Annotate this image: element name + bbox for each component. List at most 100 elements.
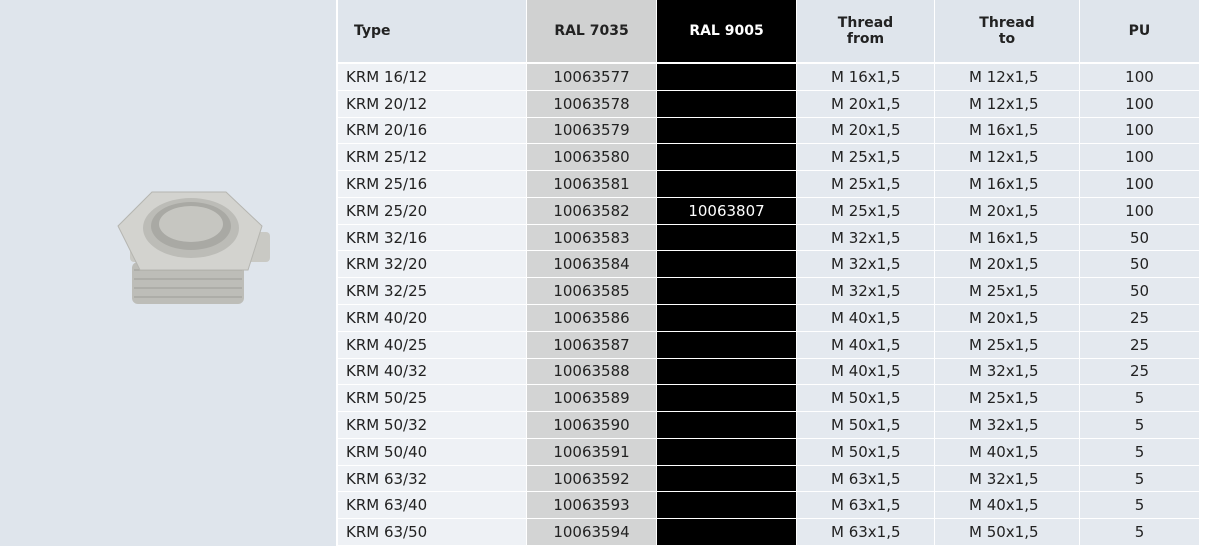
table-cell: M 25x1,5 bbox=[935, 332, 1079, 358]
table-cell bbox=[657, 251, 796, 277]
table-cell: 100 bbox=[1080, 144, 1199, 170]
table-cell: 10063577 bbox=[527, 64, 656, 90]
table-cell: KRM 25/16 bbox=[338, 171, 526, 197]
table-cell bbox=[657, 466, 796, 492]
table-cell: M 16x1,5 bbox=[935, 118, 1079, 144]
table-cell: M 16x1,5 bbox=[935, 225, 1079, 251]
table-cell: 50 bbox=[1080, 278, 1199, 304]
table-cell bbox=[657, 412, 796, 438]
table-cell: 25 bbox=[1080, 359, 1199, 385]
table-cell: M 20x1,5 bbox=[935, 251, 1079, 277]
header-cell: PU bbox=[1080, 0, 1199, 62]
table-cell bbox=[657, 439, 796, 465]
table-cell: 5 bbox=[1080, 466, 1199, 492]
table-cell bbox=[657, 519, 796, 545]
table-cell: M 50x1,5 bbox=[797, 439, 934, 465]
table-cell: 10063593 bbox=[527, 492, 656, 518]
table-cell bbox=[657, 332, 796, 358]
table-cell: M 40x1,5 bbox=[935, 439, 1079, 465]
table-cell: 10063582 bbox=[527, 198, 656, 224]
table-cell: M 20x1,5 bbox=[797, 118, 934, 144]
table-cell: M 25x1,5 bbox=[935, 385, 1079, 411]
table-cell: KRM 63/40 bbox=[338, 492, 526, 518]
table-cell: M 40x1,5 bbox=[797, 359, 934, 385]
table-cell: M 25x1,5 bbox=[935, 278, 1079, 304]
table-cell bbox=[657, 171, 796, 197]
page: TypeRAL 7035RAL 9005Thread fromThread to… bbox=[0, 0, 1208, 546]
table-cell: M 50x1,5 bbox=[935, 519, 1079, 545]
table-cell: 10063586 bbox=[527, 305, 656, 331]
table-cell: 25 bbox=[1080, 332, 1199, 358]
table-cell: 5 bbox=[1080, 385, 1199, 411]
table-cell: KRM 40/32 bbox=[338, 359, 526, 385]
table-cell: 10063588 bbox=[527, 359, 656, 385]
table-cell: 10063807 bbox=[657, 198, 796, 224]
table-cell: 10063591 bbox=[527, 439, 656, 465]
table-cell: 5 bbox=[1080, 412, 1199, 438]
table-cell: 10063592 bbox=[527, 466, 656, 492]
table-cell: 10063578 bbox=[527, 91, 656, 117]
table-cell bbox=[657, 278, 796, 304]
table-cell: KRM 63/32 bbox=[338, 466, 526, 492]
table-cell: KRM 63/50 bbox=[338, 519, 526, 545]
table-cell: M 16x1,5 bbox=[797, 64, 934, 90]
table-cell: M 32x1,5 bbox=[797, 278, 934, 304]
table-cell: 10063581 bbox=[527, 171, 656, 197]
table-cell: M 25x1,5 bbox=[797, 144, 934, 170]
table-cell: 100 bbox=[1080, 64, 1199, 90]
table-cell bbox=[657, 492, 796, 518]
table-cell bbox=[657, 359, 796, 385]
table-cell: M 32x1,5 bbox=[935, 359, 1079, 385]
table-cell: 100 bbox=[1080, 198, 1199, 224]
table-cell: M 20x1,5 bbox=[797, 91, 934, 117]
table-cell: M 20x1,5 bbox=[935, 305, 1079, 331]
table-cell: KRM 40/20 bbox=[338, 305, 526, 331]
table-cell: 10063580 bbox=[527, 144, 656, 170]
table-cell: 10063589 bbox=[527, 385, 656, 411]
table-cell: 10063594 bbox=[527, 519, 656, 545]
table-cell: KRM 20/16 bbox=[338, 118, 526, 144]
table-cell: 5 bbox=[1080, 519, 1199, 545]
table-cell: KRM 16/12 bbox=[338, 64, 526, 90]
table-cell: KRM 25/12 bbox=[338, 144, 526, 170]
table-cell: 10063585 bbox=[527, 278, 656, 304]
table-cell: M 32x1,5 bbox=[935, 412, 1079, 438]
table-cell: KRM 50/32 bbox=[338, 412, 526, 438]
table-cell: M 50x1,5 bbox=[797, 412, 934, 438]
table-cell: 25 bbox=[1080, 305, 1199, 331]
table-cell: 5 bbox=[1080, 439, 1199, 465]
table-cell: M 40x1,5 bbox=[935, 492, 1079, 518]
table-cell: 100 bbox=[1080, 171, 1199, 197]
table-cell: M 40x1,5 bbox=[797, 332, 934, 358]
table-cell: KRM 50/40 bbox=[338, 439, 526, 465]
table-cell: M 25x1,5 bbox=[797, 171, 934, 197]
table-cell: M 20x1,5 bbox=[935, 198, 1079, 224]
table-cell: 10063579 bbox=[527, 118, 656, 144]
table-cell: 10063587 bbox=[527, 332, 656, 358]
table-cell bbox=[657, 118, 796, 144]
header-cell: Type bbox=[338, 0, 526, 62]
table-cell bbox=[657, 385, 796, 411]
table-cell bbox=[657, 305, 796, 331]
table-cell: KRM 50/25 bbox=[338, 385, 526, 411]
table-cell: KRM 40/25 bbox=[338, 332, 526, 358]
table-cell: KRM 20/12 bbox=[338, 91, 526, 117]
table-cell: 100 bbox=[1080, 118, 1199, 144]
table-cell: 50 bbox=[1080, 225, 1199, 251]
table-cell: 10063583 bbox=[527, 225, 656, 251]
table-cell: 100 bbox=[1080, 91, 1199, 117]
table-cell: M 12x1,5 bbox=[935, 144, 1079, 170]
table-cell: 50 bbox=[1080, 251, 1199, 277]
table-cell bbox=[657, 225, 796, 251]
product-panel bbox=[0, 0, 336, 546]
table-cell: M 32x1,5 bbox=[797, 225, 934, 251]
table-cell bbox=[657, 144, 796, 170]
table-cell: M 32x1,5 bbox=[935, 466, 1079, 492]
table-cell: 10063584 bbox=[527, 251, 656, 277]
table-cell bbox=[657, 64, 796, 90]
table-cell: M 50x1,5 bbox=[797, 385, 934, 411]
table-cell: M 12x1,5 bbox=[935, 91, 1079, 117]
header-cell: Thread from bbox=[797, 0, 934, 62]
table-cell: 10063590 bbox=[527, 412, 656, 438]
table-cell: M 63x1,5 bbox=[797, 466, 934, 492]
